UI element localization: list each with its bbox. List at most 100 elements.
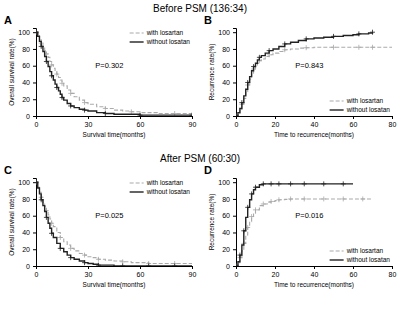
tick-label: 20 xyxy=(272,271,280,278)
tick-mark xyxy=(140,266,141,269)
axis-line xyxy=(237,117,393,120)
censor-mark xyxy=(39,197,44,202)
censor-mark xyxy=(58,246,63,251)
panel-label: C xyxy=(4,164,12,176)
censor-mark xyxy=(245,80,250,85)
tick-mark xyxy=(233,182,236,183)
censor-mark xyxy=(282,47,287,52)
tick-mark xyxy=(314,116,315,119)
step-line xyxy=(236,184,353,266)
legend-swatch xyxy=(330,259,344,260)
legend: with losartanwithout losatan xyxy=(330,97,391,113)
legend-swatch xyxy=(130,182,144,183)
panel-label: A xyxy=(4,14,12,26)
tick-mark xyxy=(233,66,236,67)
censor-mark xyxy=(341,196,346,201)
tick-mark xyxy=(192,266,193,269)
censor-mark xyxy=(36,180,39,185)
censor-mark xyxy=(96,257,101,262)
tick-mark xyxy=(33,82,36,83)
legend-label: with losartan xyxy=(346,247,384,254)
tick-label: 40 xyxy=(311,121,319,128)
tick-label: 0 xyxy=(26,113,30,120)
tick: 40 xyxy=(222,229,236,236)
step-line xyxy=(36,182,192,266)
x-axis: 0306090 xyxy=(35,266,197,278)
tick-label: 80 xyxy=(22,46,30,53)
plot-area xyxy=(36,180,192,266)
section-title: Before PSM (136:34) xyxy=(153,3,247,14)
censor-mark xyxy=(249,214,254,219)
tick: 20 xyxy=(272,266,280,278)
legend-item: with losartan xyxy=(130,179,184,186)
tick-label: 60 xyxy=(137,271,145,278)
tick-label: 60 xyxy=(350,121,358,128)
x-axis: 020406080 xyxy=(235,266,397,278)
tick: 20 xyxy=(272,116,280,128)
tick-label: 80 xyxy=(222,196,230,203)
tick-label: 80 xyxy=(389,271,397,278)
censor-mark xyxy=(36,30,39,35)
tick: 0 xyxy=(226,113,236,120)
legend-swatch xyxy=(130,191,144,192)
tick-label: 20 xyxy=(222,246,230,253)
tick: 90 xyxy=(189,266,197,278)
tick: 20 xyxy=(22,246,36,253)
censor-mark xyxy=(241,228,246,233)
censor-mark xyxy=(236,114,239,117)
tick-mark xyxy=(314,266,315,269)
tick-label: 40 xyxy=(311,271,319,278)
legend-item: without losatan xyxy=(130,38,191,45)
censor-mark xyxy=(138,113,143,116)
y-axis: 020406080100 xyxy=(18,29,36,120)
tick-label: 100 xyxy=(18,179,30,186)
legend-swatch xyxy=(130,41,144,42)
panel: 020406080020406080100Time to recurrence(… xyxy=(204,164,396,289)
tick-mark xyxy=(33,116,36,117)
censor-mark xyxy=(356,45,361,50)
censor-mark xyxy=(304,36,309,41)
tick-mark xyxy=(392,116,393,119)
censor-mark xyxy=(49,73,54,78)
legend: with losartanwithout losatan xyxy=(130,179,191,195)
tick: 60 xyxy=(22,212,36,219)
censor-mark xyxy=(68,246,73,251)
tick-label: 40 xyxy=(222,79,230,86)
legend-item: without losatan xyxy=(330,256,391,263)
step-line xyxy=(36,32,192,113)
x-axis-title: Survival time(months) xyxy=(83,281,146,289)
tick: 60 xyxy=(137,116,145,128)
p-value: P=0.843 xyxy=(295,61,323,70)
section-title: After PSM (60:30) xyxy=(160,153,240,164)
censor-mark xyxy=(49,231,54,236)
tick-label: 0 xyxy=(26,263,30,270)
tick: 0 xyxy=(35,116,39,128)
censor-mark xyxy=(249,191,254,196)
tick-mark xyxy=(33,182,36,183)
tick-label: 0 xyxy=(235,271,239,278)
censor-mark xyxy=(103,106,108,111)
tick-mark xyxy=(233,266,236,267)
censor-mark xyxy=(257,55,262,60)
tick-label: 80 xyxy=(222,46,230,53)
censor-mark xyxy=(44,215,49,220)
tick: 100 xyxy=(18,29,36,36)
tick-mark xyxy=(233,82,236,83)
legend-item: without losatan xyxy=(330,106,391,113)
tick-label: 40 xyxy=(22,79,30,86)
tick-label: 80 xyxy=(389,121,397,128)
censor-mark xyxy=(172,264,177,267)
tick-mark xyxy=(233,32,236,33)
tick-mark xyxy=(233,216,236,217)
x-axis-title: Time to recurrence(months) xyxy=(274,131,354,139)
x-axis: 020406080 xyxy=(235,116,397,128)
censor-mark xyxy=(68,103,73,108)
tick: 80 xyxy=(222,46,236,53)
x-axis: 0306090 xyxy=(35,116,197,128)
step-line xyxy=(36,32,192,115)
tick-label: 0 xyxy=(35,271,39,278)
censor-mark xyxy=(288,181,293,186)
plot-area xyxy=(236,30,392,116)
censor-mark xyxy=(331,34,336,39)
p-value: P=0.016 xyxy=(295,211,323,220)
